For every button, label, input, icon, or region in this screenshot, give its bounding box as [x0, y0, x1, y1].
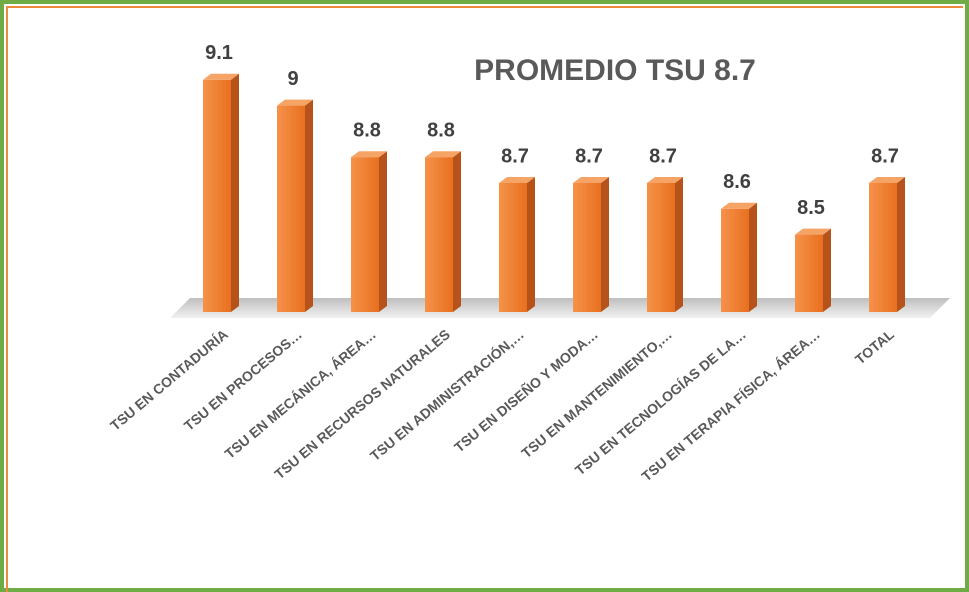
chart-title: PROMEDIO TSU 8.7 [474, 54, 756, 87]
value-label: 8.8 [353, 119, 381, 141]
bar-side [601, 177, 609, 312]
inner-frame [6, 6, 963, 592]
value-label: 8.7 [501, 145, 529, 167]
x-tick-label: TSU EN DISEÑO Y MODA… [450, 325, 601, 455]
bar-top [203, 73, 239, 80]
bar-top [795, 228, 831, 235]
bar-side [675, 177, 683, 312]
bar-top [573, 177, 609, 183]
x-tick-label: TSU EN ADMINISTRACIÓN,… [366, 325, 527, 464]
x-tick-label: TSU EN PROCESOS… [181, 326, 305, 434]
value-label: 9 [287, 68, 298, 90]
bar-side [749, 202, 757, 312]
value-label: 8.7 [871, 145, 899, 167]
bar-side [379, 151, 387, 312]
bar-top [647, 177, 683, 183]
x-tick-label: TSU EN CONTADURÍA [107, 326, 231, 434]
value-label: 8.5 [797, 197, 825, 219]
value-label: 8.7 [575, 145, 603, 167]
value-label: 8.8 [427, 119, 455, 141]
bar-side [823, 228, 831, 312]
bar [869, 183, 897, 312]
bar [425, 157, 453, 312]
bar [351, 157, 379, 312]
value-label: 9.1 [205, 42, 233, 64]
value-label: 8.7 [649, 145, 677, 167]
bar [721, 208, 749, 312]
bar [795, 234, 823, 312]
bar [277, 105, 305, 312]
bar-top [869, 177, 905, 183]
bar-top [351, 151, 387, 158]
bar-side [527, 177, 535, 312]
bar-side [897, 177, 905, 312]
bar [499, 183, 527, 312]
bar-top [499, 177, 535, 183]
bar [647, 183, 675, 312]
bar-side [453, 151, 461, 312]
bar [573, 183, 601, 312]
x-tick-label: TSU EN MANTENIMIENTO,… [518, 326, 675, 461]
bar-side [305, 99, 313, 312]
x-tick-label: TSU EN MECÁNICA, ÁREA… [221, 326, 378, 462]
bar-side [231, 73, 239, 312]
bar-top [721, 202, 757, 209]
bar [203, 79, 231, 312]
value-label: 8.6 [723, 171, 751, 193]
bar-top [277, 99, 313, 106]
bar-top [425, 151, 461, 158]
x-tick-label: TOTAL [852, 326, 897, 368]
